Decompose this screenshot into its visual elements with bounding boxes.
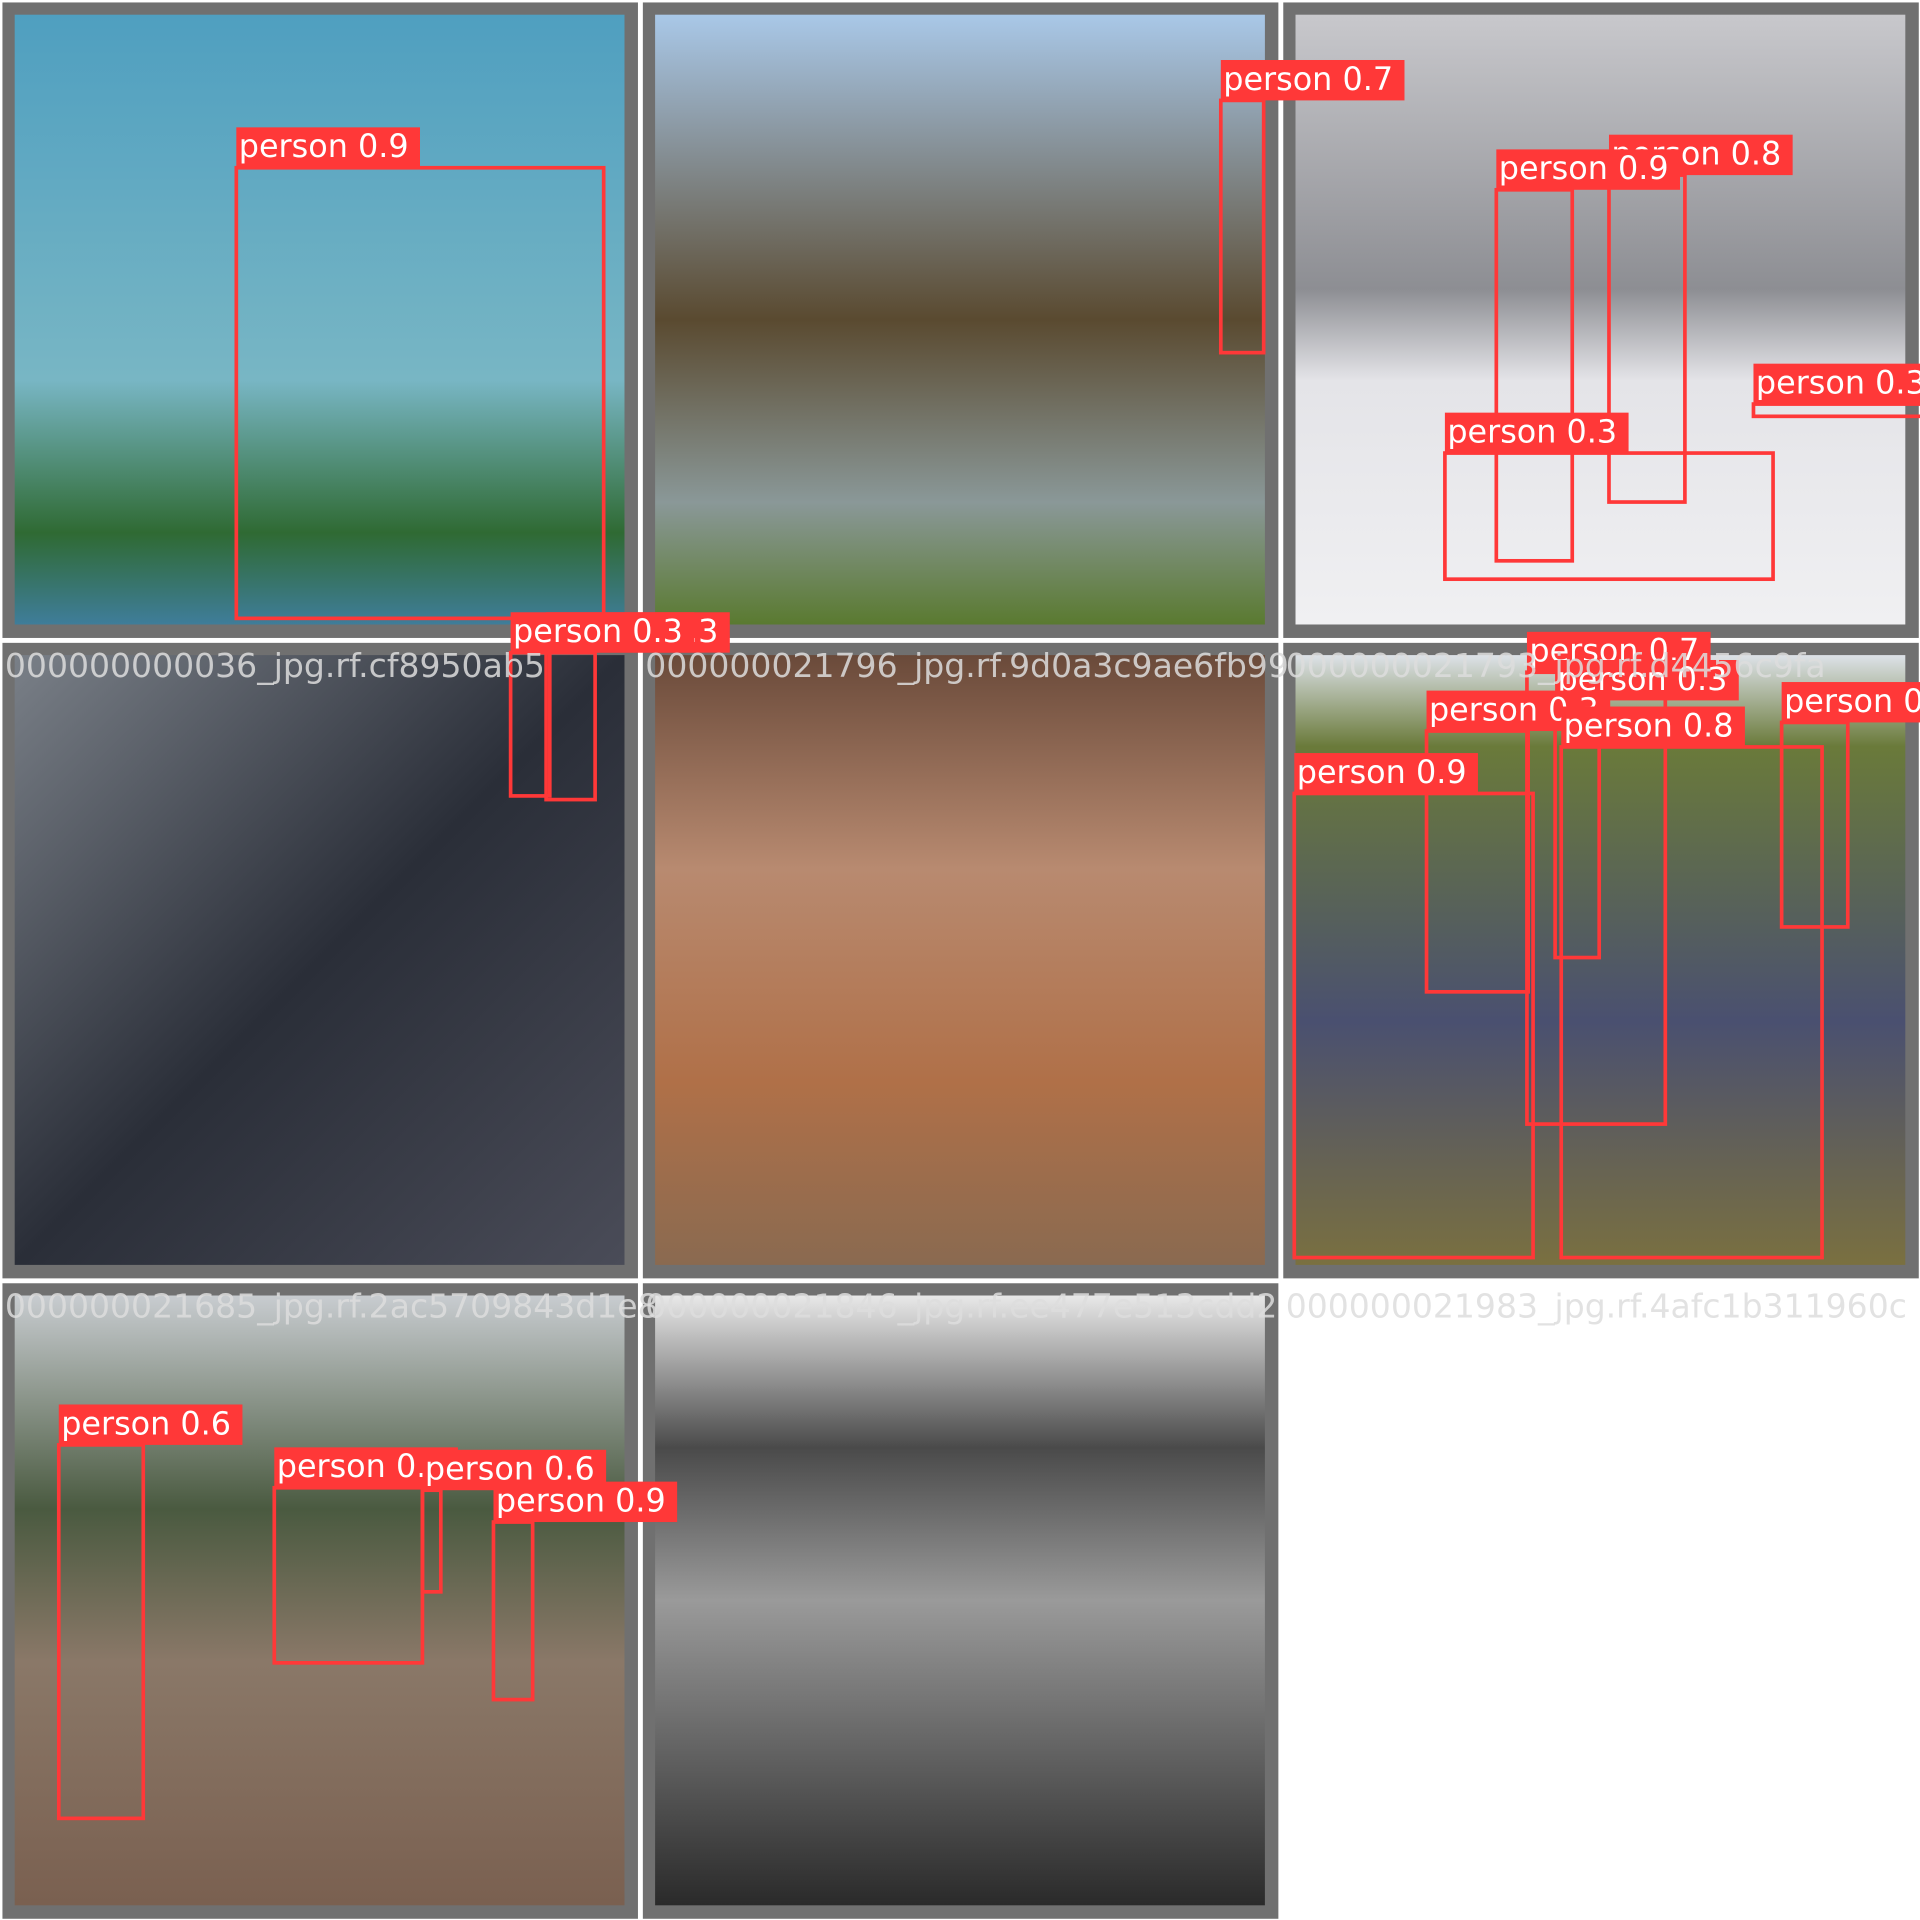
detection-label: person 0.9 [1297,753,1467,791]
filename: 000000021793_jpg.rf.d4456c9fa [1286,646,1826,685]
filename: 000000021796_jpg.rf.9d0a3c9ae6fb99 [645,646,1289,685]
photo [655,655,1265,1265]
photo [655,14,1265,625]
label-background [1220,60,1405,101]
photo [1295,14,1906,625]
filename: 000000021846_jpg.rf.ee477e513cdd2 [645,1286,1277,1325]
label-background [1561,706,1745,747]
label-background [1496,149,1680,190]
detection-label: person 0.8 [1564,706,1734,744]
detection-label: person 0.9 [239,127,409,165]
filename: 000000021685_jpg.rf.2ac5709843d1e8 [5,1286,659,1325]
detection-label: person 0.6 [425,1450,595,1488]
detection-label: person 0.7 [1784,682,1920,720]
photo [14,14,625,625]
detection-label: person 0.6 [61,1404,231,1442]
filename: 000000000036_jpg.rf.cf8950ab5 [5,646,545,685]
filename: 000000021983_jpg.rf.4afc1b311960c [1286,1286,1907,1325]
label-background [1781,682,1920,723]
detection-label: person 0.3 [1756,363,1920,401]
photo [655,1295,1265,1906]
detection-label: person 0.9 [496,1481,666,1519]
detection-label: person 0.3 [1447,412,1617,450]
detection-label: person 0.9 [1499,149,1669,187]
label-background [58,1404,243,1445]
label-background [510,612,695,653]
label-background [1294,753,1478,794]
detection-label: person 0.3 [277,1447,447,1485]
label-background [236,127,420,168]
detection-label: person 0.3 [513,612,683,650]
detection-label: person 0.7 [1223,60,1393,98]
label-background [1444,412,1629,454]
photo [14,1295,625,1906]
label-background [493,1481,678,1523]
label-background [1753,363,1920,405]
photo [14,655,625,1265]
